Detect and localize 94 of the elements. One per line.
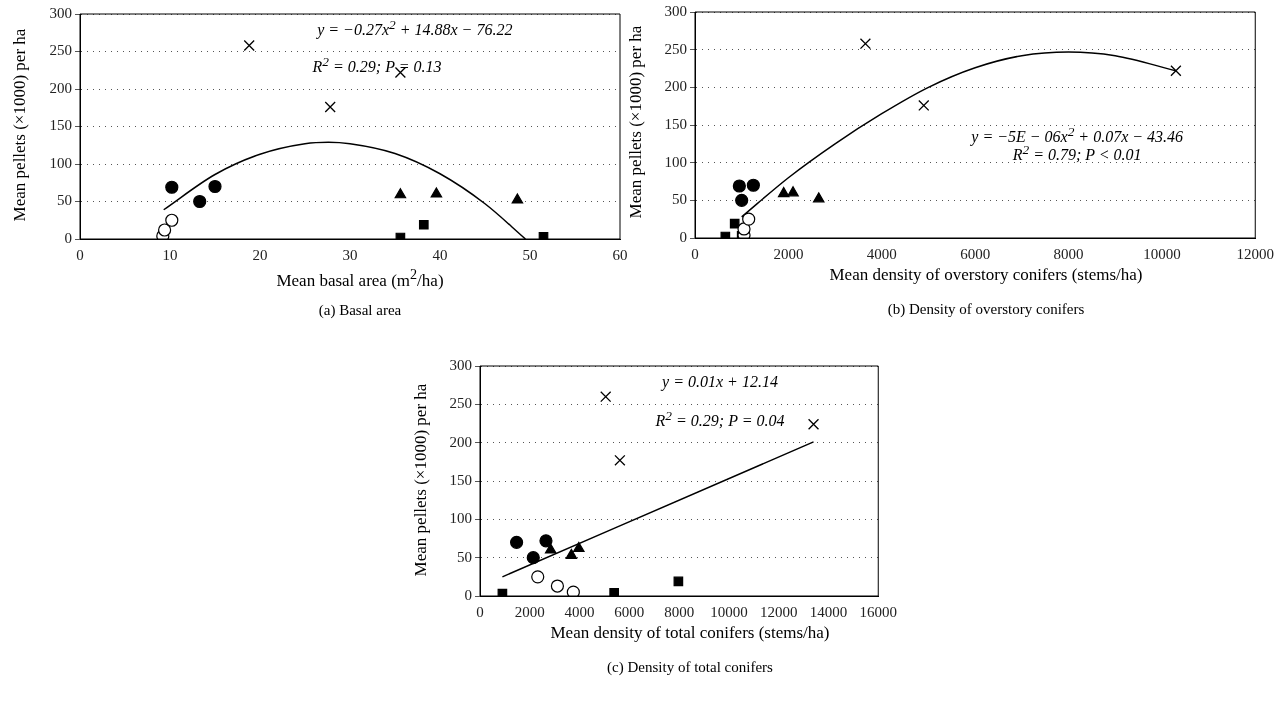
point bbox=[609, 588, 619, 596]
point bbox=[394, 188, 407, 199]
point bbox=[511, 193, 524, 204]
x-tick-label: 10 bbox=[162, 246, 178, 263]
y-tick-label: 200 bbox=[449, 433, 472, 450]
point bbox=[673, 576, 684, 587]
point bbox=[158, 223, 172, 237]
x-tick-label: 4000 bbox=[564, 603, 595, 620]
text: (c) Density of total conifers bbox=[606, 659, 774, 676]
point bbox=[430, 187, 443, 198]
x-tick-label: 12000 bbox=[1236, 245, 1274, 262]
point bbox=[509, 535, 524, 549]
x-tick-label: 40 bbox=[432, 246, 448, 263]
y-tick-label: 300 bbox=[449, 356, 472, 373]
x-tick-label: 16000 bbox=[859, 603, 897, 620]
x-tick-label: 60 bbox=[612, 246, 628, 263]
point bbox=[550, 579, 565, 593]
x-axis-title: Mean basal area (m$^{2}$/ha) bbox=[275, 266, 445, 291]
point bbox=[566, 585, 580, 596]
x-tick-label: 50 bbox=[522, 246, 538, 263]
point bbox=[539, 534, 553, 548]
point bbox=[193, 194, 207, 209]
point bbox=[807, 418, 820, 430]
y-tick-label: 100 bbox=[449, 510, 472, 527]
point bbox=[737, 222, 751, 236]
x-tick-label: 0 bbox=[476, 603, 484, 620]
point bbox=[918, 99, 930, 112]
point bbox=[787, 186, 799, 197]
y-tick-label: 100 bbox=[49, 154, 72, 171]
y-tick-label: 250 bbox=[449, 395, 472, 412]
y-tick-label: 300 bbox=[664, 2, 687, 19]
x-tick-label: 30 bbox=[342, 246, 358, 263]
x-tick-label: 12000 bbox=[759, 603, 798, 620]
point bbox=[544, 543, 557, 554]
y-tick-label: 300 bbox=[49, 4, 72, 21]
point bbox=[531, 570, 545, 584]
y-tick-label: 0 bbox=[679, 228, 687, 245]
point bbox=[746, 178, 760, 192]
y-tick-label: 150 bbox=[49, 117, 72, 134]
point bbox=[859, 38, 872, 50]
y-tick-label: 250 bbox=[664, 40, 687, 57]
y-axis-title: Mean pellets (×1000) per ha bbox=[410, 382, 430, 578]
point bbox=[732, 179, 746, 193]
y-tick-label: 250 bbox=[49, 42, 72, 59]
point bbox=[324, 101, 336, 113]
x-axis-title: Mean density of total conifers (stems/ha) bbox=[549, 623, 831, 643]
point bbox=[600, 391, 612, 403]
point bbox=[208, 179, 222, 194]
x-tick-label: 0 bbox=[691, 245, 699, 262]
y-tick-label: 0 bbox=[64, 229, 72, 246]
point bbox=[565, 548, 578, 559]
x-tick-label: 6000 bbox=[960, 245, 991, 262]
x-tick-label: 4000 bbox=[866, 245, 897, 262]
point bbox=[526, 551, 540, 565]
x-tick-label: 2000 bbox=[514, 603, 545, 620]
text: (a) Basal area bbox=[317, 302, 403, 319]
annotation: R$^{2}$ = 0.29; P = 0.13 bbox=[312, 52, 442, 76]
y-tick-label: 50 bbox=[457, 548, 472, 565]
y-tick-label: 150 bbox=[449, 471, 472, 488]
point bbox=[812, 192, 825, 203]
point bbox=[573, 541, 585, 553]
point bbox=[729, 218, 740, 229]
x-tick-label: 10000 bbox=[710, 603, 748, 620]
point bbox=[418, 219, 429, 230]
point bbox=[742, 212, 756, 226]
point bbox=[614, 454, 626, 466]
x-tick-label: 14000 bbox=[809, 603, 848, 620]
x-tick-label: 8000 bbox=[1053, 245, 1084, 262]
x-tick-label: 6000 bbox=[614, 603, 645, 620]
y-tick-label: 0 bbox=[464, 586, 472, 603]
x-axis-title: Mean density of overstory conifers (stems/ha) bbox=[828, 265, 1144, 285]
y-tick-label: 200 bbox=[664, 78, 687, 95]
text: (b) Density of overstory conifers bbox=[886, 301, 1086, 318]
annotation: y = −0.27x$^{2}$ + 14.88x − 76.22 bbox=[317, 16, 513, 39]
annotation: y = 0.01x + 12.14 bbox=[662, 372, 778, 390]
y-tick-label: 50 bbox=[57, 192, 72, 209]
x-tick-label: 20 bbox=[252, 246, 268, 263]
point bbox=[777, 186, 790, 198]
point bbox=[243, 39, 255, 52]
y-axis-title: Mean pellets (×1000) per ha bbox=[625, 24, 645, 220]
point bbox=[165, 180, 179, 194]
x-tick-label: 8000 bbox=[664, 603, 695, 620]
y-axis-title: Mean pellets (×1000) per ha bbox=[10, 27, 30, 224]
y-tick-label: 200 bbox=[49, 79, 72, 96]
x-tick-label: 2000 bbox=[773, 245, 804, 262]
point bbox=[165, 213, 179, 227]
y-tick-label: 100 bbox=[664, 153, 687, 170]
x-tick-label: 0 bbox=[76, 246, 84, 263]
x-tick-label: 10000 bbox=[1143, 245, 1181, 262]
point bbox=[735, 193, 749, 207]
y-tick-label: 150 bbox=[664, 115, 687, 132]
y-tick-label: 50 bbox=[672, 191, 687, 208]
point bbox=[1170, 65, 1182, 77]
annotation: R$^{2}$ = 0.29; P = 0.04 bbox=[655, 406, 785, 430]
